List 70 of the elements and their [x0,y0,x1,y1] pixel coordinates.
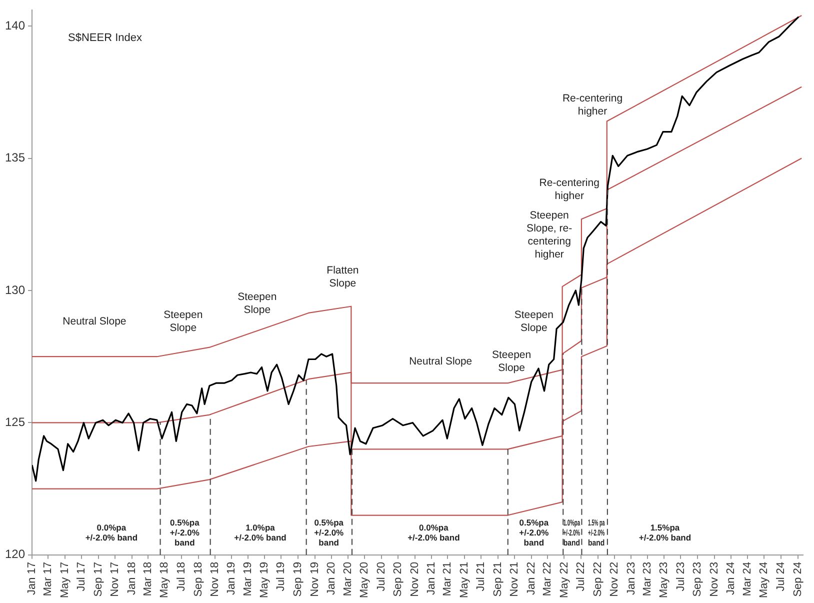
x-tick-label: Mar 21 [442,562,454,596]
y-tick-label: 130 [4,282,26,297]
x-tick-label: Nov 22 [608,562,621,597]
annotation: 0.0%pa +/-2.0% band [408,522,460,542]
x-tick-label: Jan 17 [26,562,38,595]
x-tick-label: Jul 24 [774,562,787,592]
x-tick-label: Sep 19 [292,562,304,597]
x-tick-label: Jul 17 [76,562,88,592]
x-tick-label: Jan 19 [226,562,238,595]
annotation: Steepen Slope [238,291,277,316]
annotation: 0.5%pa +/-2.0% band [314,517,344,548]
x-tick-label: Nov 20 [408,562,421,597]
x-tick-label: May 24 [758,562,770,598]
annotation: 0.5%pa +/-2.0% band [519,517,550,548]
y-tick-label: 135 [4,150,26,165]
x-tick-label: May 17 [58,562,71,598]
x-tick-label: Mar 22 [542,562,554,596]
x-tick-label: Mar 19 [242,562,254,596]
x-tick-label: Nov 19 [308,562,321,597]
x-tick-label: Nov 21 [508,562,521,597]
x-tick-label: Sep 22 [592,562,604,597]
x-tick-label: Jan 24 [725,562,738,595]
annotation: 1.5%pa +/-2.0% band [638,522,692,542]
annotation: Neutral Slope [409,356,472,368]
x-tick-label: Jan 23 [625,562,638,595]
x-tick-label: Jul 22 [574,562,587,592]
x-tick-label: Sep 21 [492,562,504,597]
annotation: 0.0%pa +/-2.0% band [85,522,138,542]
x-tick-label: Sep 20 [392,562,404,597]
x-tick-label: Sep 17 [92,562,105,597]
x-tick-label: May 23 [658,562,670,598]
annotation: Re-centering higher [562,92,623,118]
x-tick-label: Jan 20 [326,562,338,595]
y-tick-label: 120 [4,547,26,562]
x-tick-label: Jul 19 [275,562,288,592]
x-tick-label: May 22 [558,562,570,598]
x-tick-label: May 20 [358,562,371,598]
y-tick-label: 125 [4,415,26,430]
annotation: Steepen Slope, re- centering higher [526,210,573,261]
x-tick-label: May 21 [458,562,470,598]
text: S$NEER Index [68,32,143,44]
x-tick-label: Nov 17 [109,562,122,597]
x-tick-label: Jul 18 [175,562,188,592]
x-tick-label: Mar 18 [142,562,154,596]
x-tick-label: Nov 18 [209,562,222,597]
y-tick-label: 140 [4,18,26,32]
x-tick-label: Jan 18 [126,562,138,595]
x-tick-label: Mar 20 [342,562,354,596]
x-tick-label: Mar 17 [42,562,54,596]
x-tick-label: Nov 23 [708,562,720,597]
x-tick-label: Jul 23 [674,562,687,592]
x-tick-label: May 18 [158,562,171,598]
x-tick-label: Jul 20 [375,562,388,592]
annotation: Steepen Slope [492,348,532,374]
annotation: 1.0%pa +/-2.0% band [234,522,286,542]
x-tick-label: Jan 21 [426,562,438,595]
x-tick-label: Mar 24 [741,562,754,596]
annotation: Steepen Slope [514,309,554,334]
x-tick-label: Sep 23 [692,562,704,597]
annotation: Flatten Slope [326,264,359,290]
x-tick-label: Sep 18 [192,562,204,597]
annotation: Steepen Slope [164,309,203,334]
x-tick-label: May 19 [258,562,271,598]
x-tick-label: Jul 21 [475,562,488,592]
annotation: 0.5%pa +/-2.0% band [170,517,200,548]
annotation: Re-centering higher [539,176,600,202]
x-tick-label: Jan 22 [525,562,538,595]
annotation: Neutral Slope [62,316,126,328]
x-tick-label: Sep 24 [792,562,804,597]
x-tick-label: Mar 23 [641,562,654,596]
